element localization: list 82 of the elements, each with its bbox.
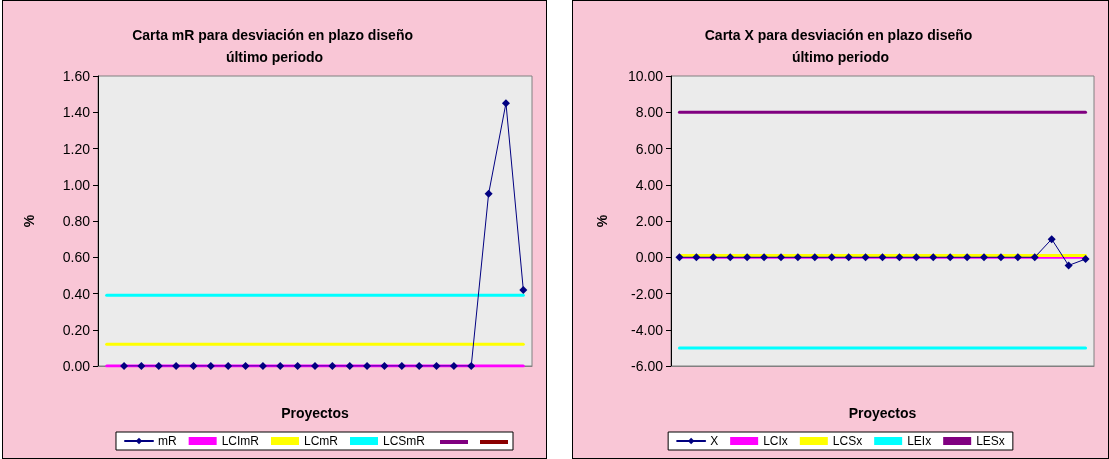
y-tick-label: 0.00 (62, 358, 91, 374)
point (189, 362, 198, 370)
legend-label: LCSmR (383, 434, 426, 448)
y-tick-label: 1.60 (62, 68, 91, 84)
y-tick-label: 8.00 (635, 104, 664, 121)
point (293, 362, 302, 370)
legend-label: mR (158, 434, 177, 448)
point (484, 189, 493, 198)
y-tick-label: 1.20 (62, 140, 91, 157)
y-tick-label: 4.00 (635, 176, 664, 193)
point (726, 253, 735, 262)
point (276, 362, 285, 370)
y-tick-label: 0.80 (62, 213, 91, 229)
point (328, 362, 337, 370)
point (467, 362, 476, 370)
x-axis-title: Proyectos (281, 405, 350, 421)
y-tick-label: 0.60 (62, 249, 91, 266)
legend-label: LCSx (832, 434, 863, 448)
point (449, 362, 458, 370)
point (692, 253, 701, 262)
point (776, 253, 785, 262)
point (1064, 261, 1073, 270)
point (172, 362, 181, 370)
point (963, 253, 972, 262)
y-axis-title: % (21, 214, 37, 228)
point (120, 362, 129, 370)
point (241, 362, 250, 370)
y-tick-label: 10.00 (627, 68, 664, 84)
point (137, 362, 146, 370)
point (912, 253, 921, 262)
legend-label: LCIx (763, 434, 788, 448)
y-tick-label: 0.20 (62, 321, 91, 338)
point (793, 253, 802, 262)
y-tick-label: 0.00 (635, 249, 664, 266)
point (206, 362, 215, 370)
point (895, 253, 904, 262)
point (929, 253, 938, 262)
point (415, 362, 424, 370)
chart-title: Carta mR para desviación en plazo diseño último periodo (132, 27, 417, 65)
y-tick-label: 0.40 (62, 285, 91, 302)
point (397, 362, 406, 370)
y-tick-label: 1.00 (62, 176, 91, 193)
point (432, 362, 441, 370)
point (224, 362, 233, 370)
point (501, 99, 510, 108)
point (519, 285, 528, 294)
x-axis-title: Proyectos (848, 405, 917, 421)
point (810, 253, 819, 262)
point (1081, 255, 1090, 264)
point (980, 253, 989, 262)
legend-label: LEIx (907, 434, 932, 448)
legend-label: LCImR (221, 434, 260, 448)
y-tick-label: 6.00 (635, 140, 664, 157)
point (827, 253, 836, 262)
point (345, 362, 354, 370)
y-tick-label: 1.40 (62, 104, 91, 121)
point (154, 362, 163, 370)
legend-label: LESx (976, 434, 1005, 448)
legend-label: LCmR (304, 434, 339, 448)
point (844, 253, 853, 262)
point (709, 253, 718, 262)
y-axis-title: % (594, 214, 610, 228)
point (878, 253, 887, 262)
point (743, 253, 752, 262)
point (760, 253, 769, 262)
point (946, 253, 955, 262)
point (363, 362, 372, 370)
point (258, 362, 267, 370)
point (996, 253, 1005, 262)
y-tick-label: 2.00 (635, 213, 664, 229)
point (380, 362, 389, 370)
point (1047, 235, 1056, 244)
y-tick-label: -6.00 (631, 358, 664, 374)
y-tick-label: -4.00 (631, 321, 664, 338)
chart-title: Carta X para desviación en plazo diseño último periodo (704, 27, 977, 65)
point (311, 362, 319, 370)
legend-label: X (710, 434, 719, 448)
point (1030, 253, 1039, 262)
point (675, 253, 684, 262)
point (1013, 253, 1022, 262)
y-tick-label: -2.00 (631, 285, 664, 302)
point (861, 253, 870, 262)
